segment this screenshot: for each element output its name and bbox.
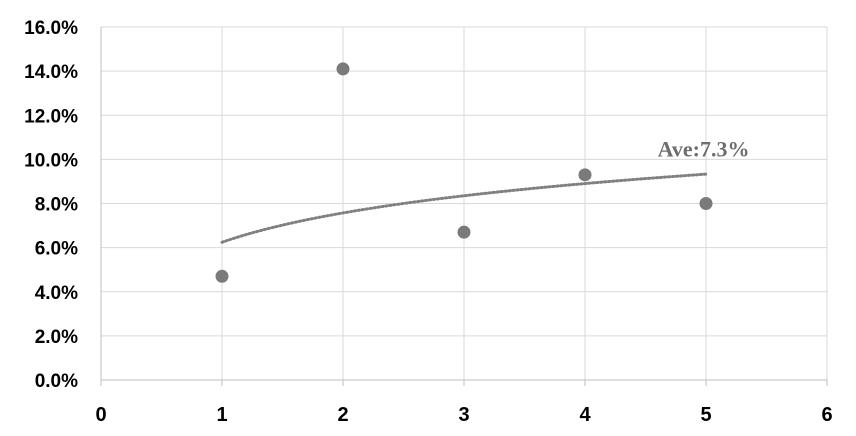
y-tick-label: 12.0% xyxy=(24,106,78,127)
y-tick-labels: 0.0% 2.0% 4.0% 6.0% 8.0% 10.0% 12.0% 14.0% 16.0% xyxy=(24,18,78,392)
x-tick-label: 3 xyxy=(458,404,469,426)
data-point xyxy=(215,269,229,283)
x-tick-label: 2 xyxy=(337,404,348,426)
x-tick-labels: 0 1 2 3 4 5 6 xyxy=(95,404,832,426)
data-point xyxy=(699,197,713,210)
data-points xyxy=(215,62,713,283)
y-tick-label: 16.0% xyxy=(24,18,78,39)
trendline xyxy=(220,172,708,244)
average-annotation: Ave:7.3% xyxy=(658,136,750,161)
data-point xyxy=(578,168,592,182)
y-tick-label: 6.0% xyxy=(35,239,78,260)
x-tick-label: 1 xyxy=(216,404,227,426)
y-tick-label: 0.0% xyxy=(35,371,78,392)
y-tick-label: 2.0% xyxy=(35,327,78,348)
annotations: Ave:7.3% xyxy=(658,136,750,161)
y-tick-label: 10.0% xyxy=(24,150,78,171)
y-tick-label: 4.0% xyxy=(35,283,78,304)
trendline-path xyxy=(220,172,708,244)
data-point xyxy=(336,62,350,76)
gridlines xyxy=(101,26,828,380)
x-tick-label: 4 xyxy=(579,404,591,426)
data-point xyxy=(457,225,471,239)
x-tick-label: 0 xyxy=(95,404,106,426)
x-tick-label: 6 xyxy=(821,404,832,426)
y-tick-label: 8.0% xyxy=(35,195,78,216)
y-tick-label: 14.0% xyxy=(24,62,78,83)
axes xyxy=(100,27,828,386)
x-tick-label: 5 xyxy=(700,404,711,426)
